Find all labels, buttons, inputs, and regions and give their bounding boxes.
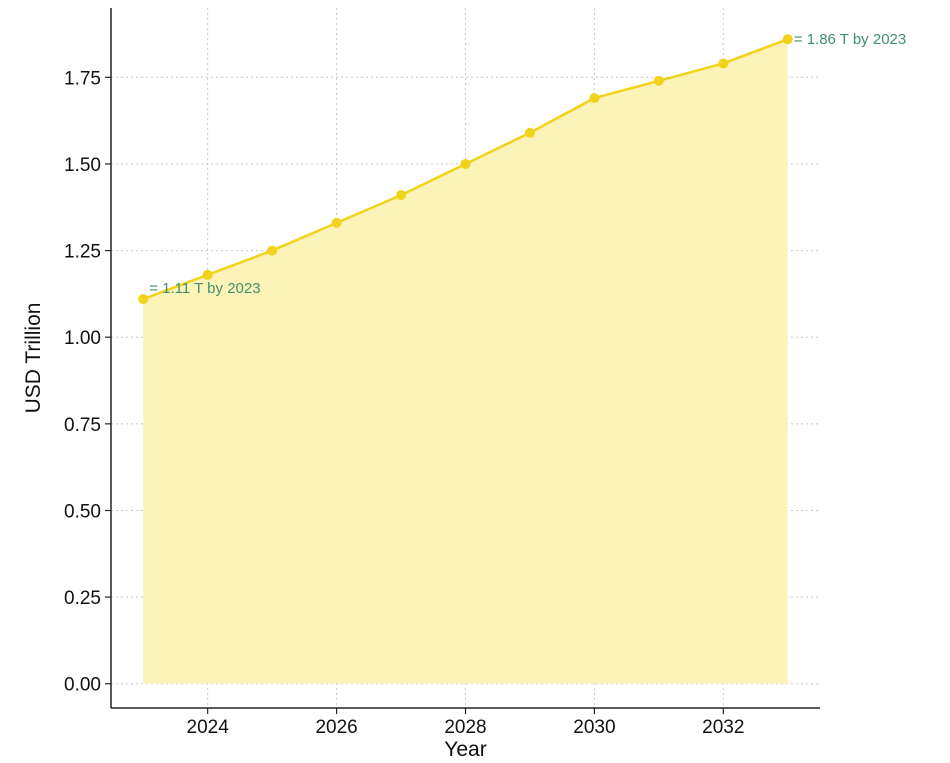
marker-layer — [138, 34, 793, 305]
y-tick-label: 1.75 — [64, 68, 101, 89]
y-tick-label: 0.75 — [64, 415, 101, 436]
data-point — [653, 75, 664, 86]
y-tick-label: 0.50 — [64, 501, 101, 522]
y-tick-label: 1.00 — [64, 328, 101, 349]
y-tick-label: 0.25 — [64, 588, 101, 609]
data-point — [138, 294, 149, 305]
data-point — [396, 190, 407, 201]
tick-layer: 2024 2026 2028 2030 2032 0.00 0.25 0.50 0.75 1.00… — [64, 68, 744, 738]
data-point — [718, 58, 729, 69]
data-point — [782, 34, 793, 45]
x-axis-title: Year — [444, 738, 486, 761]
data-point — [589, 93, 600, 104]
y-tick-label: 0.00 — [64, 675, 101, 696]
annotation-label: = 1.11 T by 2023 — [149, 280, 260, 297]
data-point — [524, 127, 535, 138]
x-tick-label: 2026 — [315, 717, 357, 738]
x-tick-label: 2032 — [702, 717, 744, 738]
x-tick-label: 2028 — [444, 717, 486, 738]
y-tick-label: 1.50 — [64, 155, 101, 176]
y-tick-label: 1.25 — [64, 242, 101, 263]
fill-layer — [143, 39, 788, 684]
data-point — [331, 217, 342, 228]
data-point — [267, 245, 278, 256]
annotation-layer: = 1.11 T by 2023 = 1.86 T by 2023 — [149, 31, 906, 297]
data-point — [202, 269, 213, 280]
area-fill — [143, 39, 788, 684]
y-axis-title: USD Trillion — [22, 303, 45, 414]
x-tick-label: 2024 — [187, 717, 230, 738]
data-point — [460, 158, 471, 169]
x-tick-label: 2030 — [573, 717, 615, 738]
annotation-label: = 1.86 T by 2023 — [794, 31, 906, 48]
